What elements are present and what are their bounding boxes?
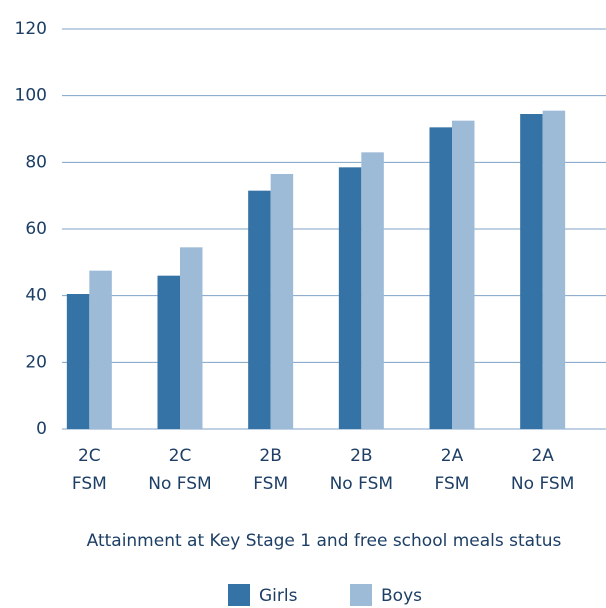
- bar: [452, 120, 475, 430]
- x-tick-label: FSM: [435, 474, 470, 494]
- bar: [66, 294, 90, 429]
- x-tick-label: 2B: [259, 446, 281, 466]
- x-tick-label: No FSM: [148, 474, 211, 494]
- y-tick-label: 80: [25, 152, 47, 172]
- bar: [520, 114, 543, 429]
- y-tick-label: 60: [25, 219, 47, 239]
- x-tick-label: FSM: [253, 474, 288, 494]
- x-tick-label: No FSM: [330, 474, 393, 494]
- x-axis-label: Attainment at Key Stage 1 and free schoo…: [87, 531, 562, 551]
- legend-swatch: [350, 584, 372, 606]
- bar: [542, 110, 566, 430]
- bar: [361, 152, 384, 430]
- y-tick-label: 40: [25, 286, 47, 306]
- x-tick-label: 2A: [441, 446, 464, 466]
- bar: [270, 174, 294, 429]
- legend-swatch: [228, 584, 250, 606]
- x-tick-label: 2B: [350, 446, 372, 466]
- y-tick-label: 100: [15, 86, 47, 106]
- x-tick-label: 2C: [78, 446, 101, 466]
- bar: [180, 247, 203, 429]
- legend-label: Girls: [259, 586, 298, 606]
- y-tick-label: 0: [36, 419, 47, 439]
- y-tick-label: 120: [15, 19, 47, 39]
- bar: [248, 190, 271, 429]
- bar: [89, 270, 112, 429]
- bar: [429, 127, 452, 429]
- x-tick-label: No FSM: [511, 474, 574, 494]
- x-tick-label: 2A: [531, 446, 554, 466]
- y-tick-label: 20: [25, 352, 47, 372]
- bar: [338, 167, 362, 430]
- x-tick-label: FSM: [72, 474, 107, 494]
- bar: [157, 275, 180, 429]
- x-tick-label: 2C: [169, 446, 192, 466]
- legend-label: Boys: [381, 586, 422, 606]
